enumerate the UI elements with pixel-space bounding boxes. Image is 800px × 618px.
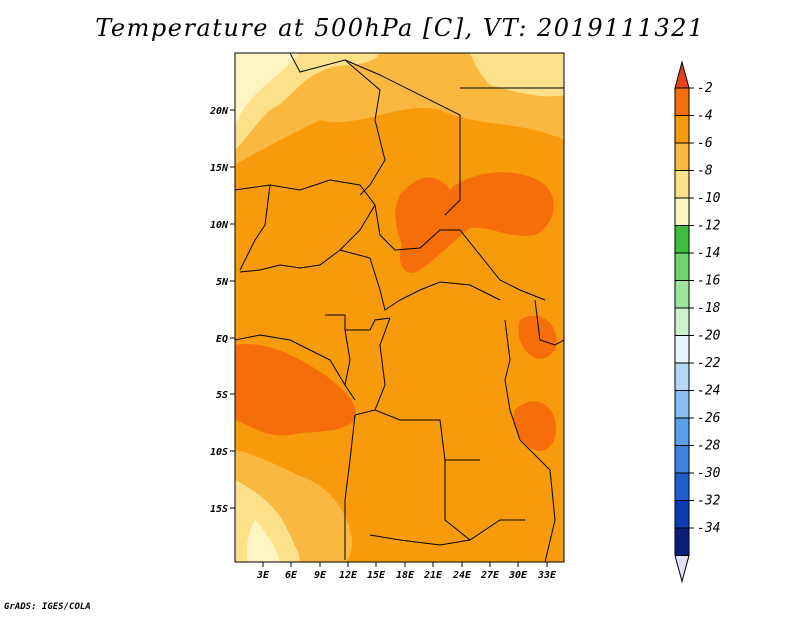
field-region-minus10-northeast [470,53,564,97]
lat-label: 15N [210,163,229,174]
colorbar-label: -18 [697,301,721,316]
colorbar-swatches [674,60,690,584]
field-region-minus4-west [235,344,356,436]
colorbar-label: -30 [697,466,721,481]
field-region-minus12-north [235,53,300,125]
field-region-minus8-north [235,53,564,165]
colorbar-swatch [674,170,690,199]
lon-label: 33E [537,570,557,581]
lon-label: 15E [367,570,386,581]
lon-label: 27E [480,570,500,581]
field-region-minus4-central [395,172,554,273]
lat-label: 5S [216,390,228,401]
colorbar-label: -16 [697,274,721,289]
colorbar-label: -24 [697,384,720,399]
colorbar-swatch [674,307,690,336]
colorbar-swatch [674,527,690,556]
colorbar-label: -14 [697,246,720,261]
lon-label: 18E [396,570,415,581]
colorbar-swatch [674,445,690,474]
colorbar-labels: -2 -4 -6 -8 -10 -12 -14 -16 -18 -20 -22 -24 -26 -28 -3… [689,81,721,536]
colorbar-label: -2 [697,81,713,96]
colorbar-label: -8 [697,164,713,179]
colorbar-swatch [674,500,690,529]
lat-label: 20N [209,106,229,117]
colorbar-label: -32 [697,494,721,509]
colorbar-swatch [674,472,690,501]
lon-label: 6E [285,570,298,581]
colorbar: -2 -4 -6 -8 -10 -12 -14 -16 -18 -20 -22 -24 -26 -28 -3… [674,60,721,584]
colorbar-swatch [674,390,690,419]
colorbar-label: -22 [697,356,721,371]
colorbar-label: -20 [697,329,721,344]
temperature-map [234,52,565,563]
colorbar-swatch [674,417,690,446]
colorbar-label: -12 [697,219,721,234]
colorbar-swatch [674,335,690,364]
lon-label: 21E [423,570,443,581]
country-boundaries [235,53,564,562]
colorbar-label: -28 [697,439,721,454]
field-region-minus4-southeast [513,401,557,451]
colorbar-bottom-arrow [674,555,690,584]
map-frame [234,52,565,563]
colorbar-swatch [674,362,690,391]
colorbar-label: -26 [697,411,721,426]
latitude-axis: 20N 15N 10N 5N EQ 5S 10S 15S [209,106,235,515]
colorbar-label: -10 [697,191,721,206]
field-region-minus12-southwest [246,520,280,562]
lat-label: EQ [216,334,228,345]
lon-label: 12E [339,570,358,581]
lat-label: 10S [210,447,228,458]
field-region-minus4-east [518,315,557,359]
colorbar-swatch [674,197,690,226]
lon-label: 30E [508,570,528,581]
colorbar-swatch [674,142,690,171]
colorbar-label: -6 [697,136,713,151]
colorbar-swatch [674,225,690,254]
colorbar-swatch [674,87,690,116]
lat-label: 15S [210,504,228,515]
colorbar-swatch [674,252,690,281]
colorbar-top-arrow [674,60,690,89]
lon-label: 3E [256,570,270,581]
colorbar-swatch [674,280,690,309]
colorbar-label: -34 [697,521,720,536]
longitude-axis: 3E 6E 9E 12E 15E 18E 21E 24E 27E 30E 33E [256,562,557,581]
map-title: Temperature at 500hPa [C], VT: 201911132… [95,14,705,42]
grads-credit: GrADS: IGES/COLA [4,602,91,612]
lon-label: 24E [452,570,472,581]
colorbar-swatch [674,115,690,144]
lat-label: 10N [210,220,229,231]
colorbar-label: -4 [697,109,713,124]
lon-label: 9E [314,570,327,581]
lat-label: 5N [216,277,229,288]
